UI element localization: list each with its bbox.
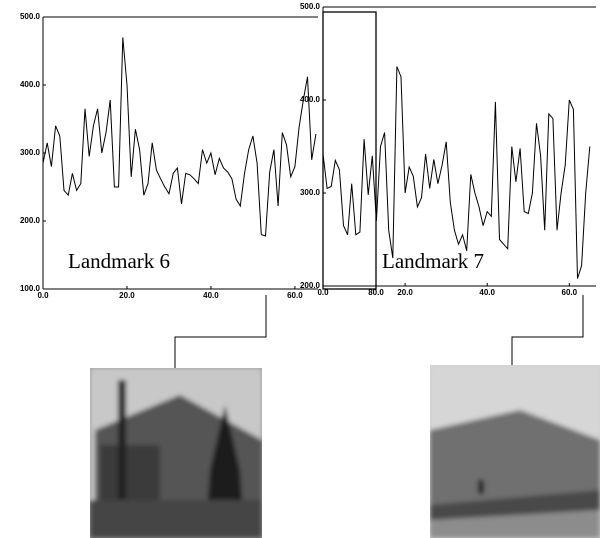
x-tick-label: 40.0: [479, 288, 495, 297]
leader-lines: [175, 295, 583, 368]
y-tick-label: 400.0: [300, 95, 321, 104]
leader-line: [175, 295, 266, 368]
x-tick-label: 60.0: [287, 291, 303, 300]
photo-landmark-7: [430, 365, 600, 538]
leader-line: [512, 295, 583, 365]
y-tick-label: 400.0: [20, 80, 41, 89]
y-tick-label: 300.0: [20, 148, 41, 157]
y-tick-label: 200.0: [20, 216, 41, 225]
photo-landmark-6: [90, 368, 262, 538]
data-line: [43, 37, 316, 236]
y-tick-label: 300.0: [300, 188, 321, 197]
data-line: [323, 67, 590, 279]
x-tick-label: 20.0: [397, 288, 413, 297]
x-tick-label: 60.0: [562, 288, 578, 297]
annotation: Landmark 6: [68, 249, 170, 273]
inset-tick-label: 80.0: [368, 288, 384, 297]
x-tick-label: 20.0: [119, 291, 135, 300]
figure: 100.0200.0300.0400.0500.00.020.040.060.0…: [0, 0, 612, 538]
annotation: Landmark 7: [382, 249, 484, 273]
x-tick-label: 0.0: [37, 291, 49, 300]
x-tick-label: 40.0: [203, 291, 219, 300]
y-tick-label: 500.0: [20, 12, 41, 21]
inset-box: [323, 12, 376, 289]
y-tick-label: 500.0: [300, 2, 321, 11]
